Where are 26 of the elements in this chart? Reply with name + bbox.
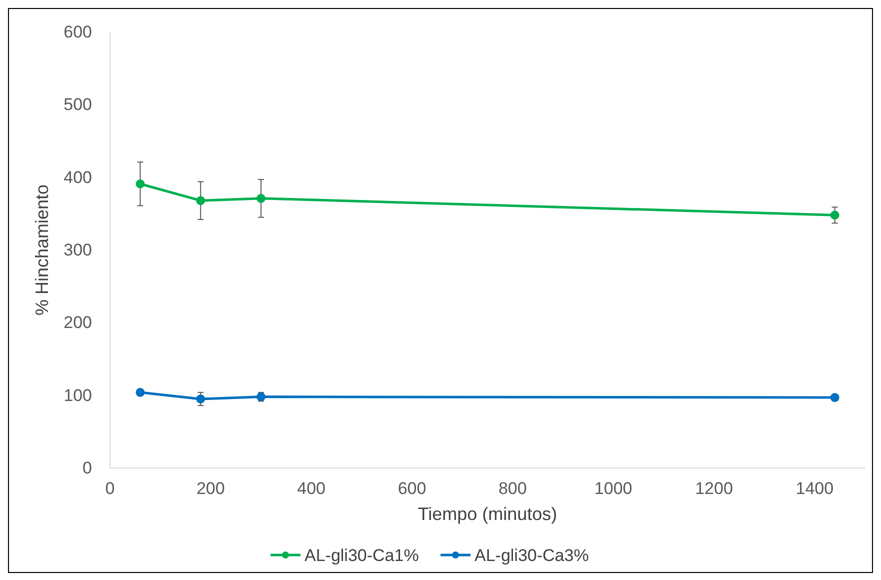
x-tick-label: 400 [297,479,326,498]
y-tick-label: 0 [82,458,92,478]
y-tick-label: 200 [64,313,92,332]
x-axis-title: Tiempo (minutos) [418,504,558,524]
x-tick-label: 200 [196,479,225,498]
point [830,210,840,220]
point [830,393,840,402]
point [196,394,206,404]
y-tick-label: 400 [64,168,92,187]
x-tick-label: 600 [398,479,426,498]
y-tick-label: 600 [64,22,92,42]
y-tick-label: 300 [64,240,92,260]
y-tick-label: 100 [64,386,92,405]
x-tick-label: 800 [498,479,527,498]
x-tick-label: 1200 [695,479,733,498]
x-tick-label: 1000 [594,479,632,498]
legend-label: AL-gli30-Ca3% [474,546,589,565]
point [136,179,145,188]
point [196,196,206,206]
point [256,194,266,203]
y-tick-label: 500 [64,95,92,114]
y-axis-title: % Hinchamiento [32,184,52,316]
point [136,388,145,397]
legend-label: AL-gli30-Ca1% [304,546,419,565]
x-tick-label: 0 [105,479,115,498]
x-tick-label: 1400 [796,479,834,498]
